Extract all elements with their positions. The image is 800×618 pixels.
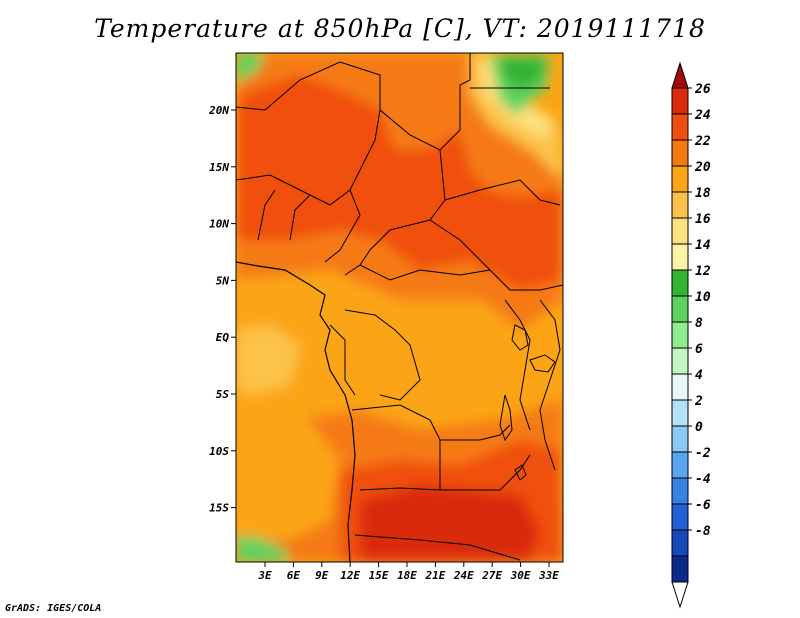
lat-tick-label: 5S: [216, 388, 230, 401]
colorbar-swatch: [671, 295, 689, 323]
map-frame: [235, 52, 564, 563]
field-band-very-hot-south: [360, 485, 540, 562]
colorbar-swatch: [671, 477, 689, 505]
colorbar-label: 16: [695, 212, 711, 227]
colorbar-swatch: [671, 399, 689, 427]
colorbar-label: -4: [695, 472, 711, 487]
field-band-hot-east: [440, 190, 563, 290]
lon-tick-label: 9E: [315, 569, 329, 582]
field-band-green-nw: [236, 53, 265, 82]
field-band-green-ne2: [500, 58, 545, 90]
colorbar-label: 0: [695, 420, 703, 435]
colorbar-label: -8: [695, 524, 711, 539]
field-band-hot-west: [236, 150, 360, 235]
credit-text: GrADS: IGES/COLA: [5, 603, 102, 614]
colorbar-label: 4: [695, 368, 703, 383]
field-band-pale-west: [236, 325, 300, 395]
latitude-ticks: 20N 15N 10N 5N EQ 5S 10S 15S: [208, 104, 236, 515]
lon-tick-label: 18E: [397, 569, 417, 582]
lon-tick-label: 24E: [453, 569, 474, 582]
colorbar-swatch: [671, 321, 689, 349]
colorbar-swatch: [671, 529, 689, 557]
colorbar-label: 18: [695, 186, 711, 201]
colorbar-swatch: [671, 217, 689, 245]
lon-tick-label: 21E: [424, 569, 445, 582]
colorbar-label: 2: [694, 394, 703, 409]
colorbar-swatch: [671, 425, 689, 453]
colorbar-swatch: [671, 347, 689, 375]
colorbar-swatch: [671, 243, 689, 271]
colorbar-swatch: [671, 503, 689, 531]
lat-tick-label: 20N: [208, 104, 229, 117]
lon-tick-label: 30E: [510, 569, 531, 582]
colorbar-swatch: [671, 373, 689, 401]
colorbar-label: 6: [695, 342, 703, 357]
colorbar-label: 10: [695, 290, 711, 305]
lat-tick-label: 10N: [209, 218, 229, 231]
lakes: [499, 324, 556, 481]
colorbar-swatch: [671, 269, 689, 297]
colorbar-swatch: [671, 191, 689, 219]
colorbar-swatch: [671, 87, 689, 115]
colorbar-swatch: [671, 555, 689, 583]
lon-tick-label: 12E: [340, 569, 360, 582]
colorbar-swatch: [671, 451, 689, 479]
lat-tick-label: 5N: [216, 274, 230, 287]
temperature-field: [236, 53, 563, 562]
longitude-ticks: 3E 6E 9E 12E 15E 18E 21E 24E 27E 30E 33E: [257, 562, 559, 582]
map-title: Temperature at 850hPa [C], VT: 201911171…: [94, 14, 706, 43]
country-borders: [236, 53, 563, 561]
lat-tick-label: EQ: [216, 331, 230, 344]
colorbar-swatch: [671, 139, 689, 167]
colorbar-label: 26: [694, 82, 711, 97]
lat-tick-label: 15S: [209, 502, 229, 515]
colorbar-swatch: [671, 165, 689, 193]
field-band-mild-sw: [236, 400, 340, 540]
colorbar-swatch: [671, 113, 689, 141]
lon-tick-label: 27E: [481, 569, 502, 582]
lon-tick-label: 15E: [369, 569, 389, 582]
colorbar-label: 8: [695, 316, 703, 331]
lon-tick-label: 3E: [257, 569, 272, 582]
colorbar-label: 22: [694, 134, 711, 149]
colorbar-label: -6: [695, 498, 711, 513]
colorbar-label: 14: [695, 238, 711, 253]
field-band-mild-centre: [236, 275, 520, 420]
colorbar-label: 12: [695, 264, 711, 279]
colorbar-label: -2: [695, 446, 711, 461]
coastline: [236, 261, 356, 562]
lat-tick-label: 10S: [209, 445, 229, 458]
lon-tick-label: 33E: [538, 569, 559, 582]
colorbar-top-arrow: [671, 61, 689, 89]
field-band-green-sw: [236, 535, 290, 562]
colorbar-label: 20: [694, 160, 711, 175]
lon-tick-label: 6E: [287, 569, 301, 582]
colorbar-bottom-arrow: [671, 581, 689, 609]
lat-tick-label: 15N: [209, 161, 229, 174]
colorbar-label: 24: [694, 108, 711, 123]
